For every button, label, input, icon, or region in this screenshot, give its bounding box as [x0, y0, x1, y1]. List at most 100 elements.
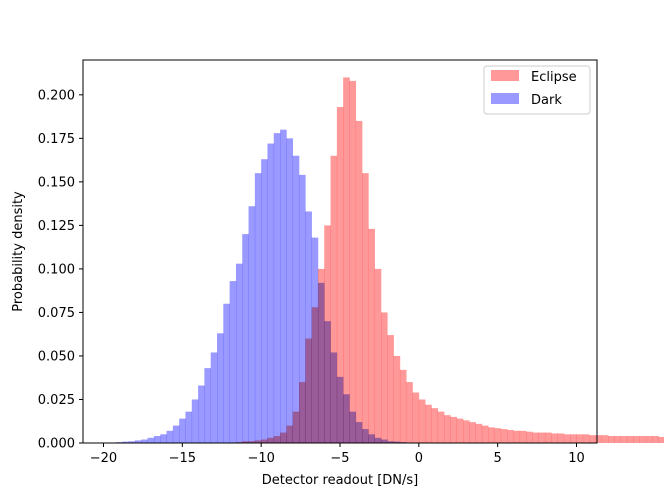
bar-eclipse — [330, 155, 338, 443]
bar-eclipse — [608, 436, 615, 443]
legend-label-eclipse: Eclipse — [531, 70, 577, 85]
bar-dark — [191, 399, 199, 443]
bar-eclipse — [551, 433, 558, 443]
bar-dark — [248, 206, 256, 443]
bar-eclipse — [557, 433, 565, 443]
bar-dark — [210, 352, 218, 443]
bar-dark — [374, 437, 382, 443]
bar-dark — [368, 434, 375, 443]
bar-eclipse — [393, 355, 401, 443]
bar-dark — [273, 133, 281, 443]
bars-group — [103, 77, 664, 444]
bar-eclipse — [563, 434, 571, 443]
bar-dark — [122, 441, 130, 443]
y-tick-label: 0.150 — [38, 175, 75, 190]
bar-dark — [261, 159, 268, 444]
x-tick-label: −20 — [90, 451, 117, 466]
bar-eclipse — [456, 418, 464, 443]
legend-label-dark: Dark — [531, 93, 562, 108]
bar-eclipse — [513, 430, 521, 443]
y-tick-label: 0.125 — [38, 219, 75, 234]
bar-eclipse — [412, 392, 420, 443]
bar-dark — [280, 129, 287, 443]
bar-eclipse — [544, 432, 552, 443]
bar-dark — [380, 439, 388, 443]
bar-dark — [292, 155, 300, 443]
bar-eclipse — [507, 429, 514, 443]
y-tick-label: 0.175 — [38, 132, 75, 147]
y-axis: 0.000 0.025 0.050 0.075 0.100 0.125 0.150 0.175… — [38, 88, 83, 452]
bar-eclipse — [494, 428, 502, 443]
bar-dark — [362, 429, 369, 443]
bar-dark — [254, 173, 262, 443]
bar-eclipse — [645, 436, 653, 443]
x-tick-label: −5 — [330, 451, 349, 466]
y-tick-label: 0.075 — [38, 306, 75, 321]
bar-eclipse — [576, 434, 584, 443]
bar-eclipse — [532, 432, 539, 443]
bar-eclipse — [387, 335, 394, 443]
bar-dark — [299, 174, 306, 443]
bar-eclipse — [343, 77, 350, 443]
bar-eclipse — [633, 436, 640, 443]
bar-eclipse — [488, 427, 495, 443]
bar-dark — [229, 281, 237, 443]
bar-eclipse — [462, 420, 470, 443]
bar-dark — [141, 439, 148, 443]
bar-dark — [305, 211, 312, 443]
bar-eclipse — [368, 228, 375, 443]
bar-eclipse — [658, 436, 664, 443]
bar-eclipse — [570, 434, 577, 443]
bar-eclipse — [437, 411, 445, 443]
bar-eclipse — [652, 436, 659, 443]
x-axis: −20 −15 −10 −5 0 5 10 — [90, 443, 585, 466]
bar-dark — [160, 434, 167, 443]
bar-eclipse — [336, 107, 344, 443]
bar-eclipse — [450, 416, 457, 443]
legend-swatch-eclipse — [491, 70, 519, 81]
bar-dark — [172, 425, 180, 443]
y-tick-label: 0.050 — [38, 349, 75, 364]
bar-dark — [166, 430, 174, 443]
bar-eclipse — [444, 415, 451, 443]
bar-dark — [198, 385, 205, 443]
y-axis-label: Probability density — [11, 191, 26, 312]
x-axis-label: Detector readout [DN/s] — [262, 473, 419, 488]
bar-dark — [336, 376, 344, 443]
y-tick-label: 0.000 — [38, 437, 75, 452]
y-tick-label: 0.025 — [38, 393, 75, 408]
bar-eclipse — [626, 436, 634, 443]
bar-eclipse — [362, 173, 369, 443]
bar-eclipse — [595, 435, 603, 443]
bar-eclipse — [582, 434, 590, 443]
bar-dark — [355, 422, 363, 443]
bar-dark — [185, 411, 193, 443]
bar-dark — [330, 352, 338, 443]
x-tick-label: −15 — [169, 451, 196, 466]
bar-eclipse — [425, 404, 432, 443]
bar-dark — [267, 143, 275, 443]
bar-dark — [217, 333, 224, 443]
bar-eclipse — [526, 431, 533, 443]
bar-dark — [204, 368, 212, 443]
bar-eclipse — [519, 430, 527, 443]
bar-eclipse — [589, 435, 596, 443]
bar-eclipse — [614, 436, 621, 443]
bar-eclipse — [374, 268, 382, 443]
x-tick-label: −10 — [247, 451, 274, 466]
bar-dark — [393, 441, 401, 443]
bar-eclipse — [639, 436, 647, 443]
bar-dark — [317, 282, 325, 443]
bar-eclipse — [481, 425, 489, 443]
bar-eclipse — [355, 120, 363, 444]
bar-dark — [235, 263, 243, 443]
bar-eclipse — [349, 80, 357, 443]
bar-dark — [387, 441, 394, 443]
x-tick-label: 0 — [415, 451, 423, 466]
legend: Eclipse Dark — [483, 65, 591, 115]
bar-eclipse — [620, 436, 628, 443]
x-tick-label: 10 — [568, 451, 585, 466]
bar-dark — [349, 411, 357, 443]
